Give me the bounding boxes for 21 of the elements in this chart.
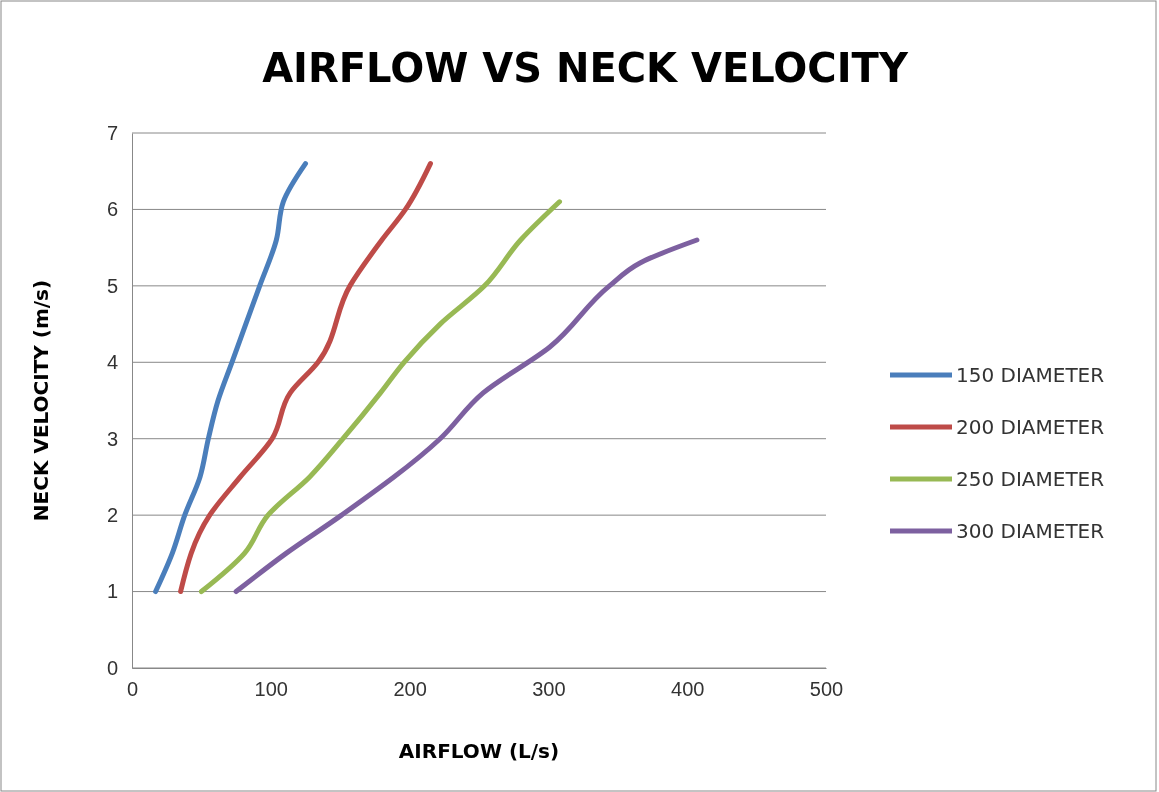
- x-tick-label: 500: [809, 678, 844, 701]
- legend-label: 150 DIAMETER: [956, 363, 1105, 387]
- x-tick-label: 400: [671, 678, 705, 701]
- y-tick-label: 0: [106, 656, 118, 679]
- y-tick-label: 5: [106, 274, 118, 297]
- legend-label: 200 DIAMETER: [956, 415, 1105, 439]
- x-tick-label: 300: [532, 678, 566, 701]
- y-tick-label: 1: [106, 580, 118, 603]
- x-axis-title: AIRFLOW (L/s): [398, 739, 560, 763]
- x-tick-label: 0: [126, 678, 139, 701]
- y-tick-label: 7: [106, 121, 118, 144]
- y-tick-label: 2: [106, 504, 118, 527]
- y-axis-title: NECK VELOCITY (m/s): [29, 279, 53, 522]
- y-tick-label: 3: [106, 427, 118, 450]
- legend-label: 300 DIAMETER: [956, 519, 1105, 543]
- x-tick-label: 200: [393, 678, 427, 701]
- y-tick-label: 6: [106, 198, 118, 221]
- y-tick-label: 4: [106, 351, 118, 374]
- legend-label: 250 DIAMETER: [956, 467, 1105, 491]
- x-tick-label: 100: [254, 678, 288, 701]
- chart-title: AIRFLOW VS NECK VELOCITY: [262, 45, 909, 91]
